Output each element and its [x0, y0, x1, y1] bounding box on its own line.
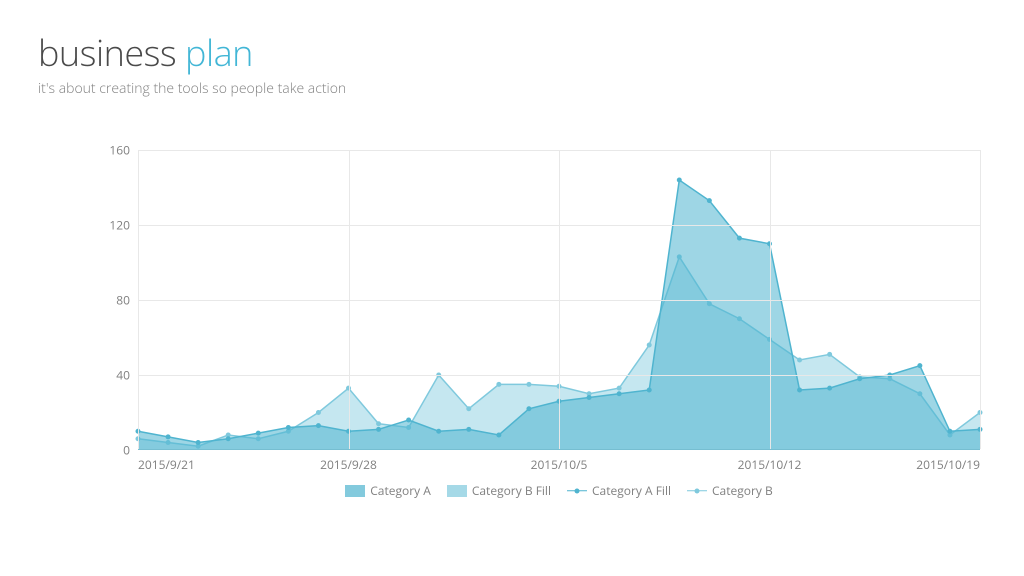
marker-a	[436, 429, 441, 434]
y-axis: 04080120160	[92, 150, 130, 490]
y-tick-label: 40	[92, 367, 130, 384]
legend-item: Category A Fill	[567, 482, 671, 499]
marker-b	[526, 382, 531, 387]
gridline-vertical	[559, 150, 560, 449]
marker-a	[196, 440, 201, 445]
y-tick-label: 120	[92, 217, 130, 234]
gridline-vertical	[980, 150, 981, 449]
plot-area	[138, 150, 980, 450]
marker-a	[466, 427, 471, 432]
area-chart: 04080120160 2015/9/212015/9/282015/10/52…	[100, 150, 980, 490]
marker-a	[797, 388, 802, 393]
x-tick-label: 2015/9/28	[320, 456, 377, 473]
legend-item: Category A	[345, 482, 431, 499]
marker-a	[707, 198, 712, 203]
title-part-1: business	[38, 28, 185, 77]
x-tick-label: 2015/9/21	[138, 456, 195, 473]
marker-a	[256, 431, 261, 436]
marker-b	[827, 352, 832, 357]
legend-item: Category B	[687, 482, 773, 499]
legend: Category A Category B Fill Category A Fill…	[138, 482, 980, 501]
marker-b	[316, 410, 321, 415]
marker-a	[647, 388, 652, 393]
marker-a	[737, 236, 742, 241]
legend-item: Category B Fill	[447, 482, 551, 499]
page-subtitle: it's about creating the tools so people …	[38, 79, 346, 98]
marker-b	[496, 382, 501, 387]
x-tick-label: 2015/10/19	[916, 456, 980, 473]
marker-a	[316, 423, 321, 428]
marker-a	[406, 418, 411, 423]
marker-a	[617, 391, 622, 396]
marker-a	[376, 427, 381, 432]
marker-b	[376, 421, 381, 426]
legend-label: Category B Fill	[472, 482, 551, 499]
marker-a	[917, 363, 922, 368]
page-title: business plan	[38, 28, 346, 77]
legend-swatch-line	[567, 485, 587, 497]
gridline-vertical	[349, 150, 350, 449]
x-tick-label: 2015/10/12	[738, 456, 802, 473]
legend-label: Category A	[370, 482, 431, 499]
legend-swatch-fill	[345, 485, 365, 497]
marker-b	[466, 406, 471, 411]
legend-label: Category B	[712, 482, 773, 499]
marker-b	[617, 386, 622, 391]
marker-a	[496, 433, 501, 438]
page-header: business plan it's about creating the to…	[38, 28, 346, 98]
marker-a	[857, 376, 862, 381]
marker-a	[526, 406, 531, 411]
legend-swatch-line	[687, 485, 707, 497]
marker-a	[827, 386, 832, 391]
title-part-2: plan	[185, 28, 253, 77]
marker-a	[166, 434, 171, 439]
marker-a	[286, 425, 291, 430]
marker-a	[677, 178, 682, 183]
y-tick-label: 0	[92, 442, 130, 459]
gridline-vertical	[770, 150, 771, 449]
marker-a	[587, 395, 592, 400]
marker-a	[947, 429, 952, 434]
y-tick-label: 160	[92, 142, 130, 159]
y-tick-label: 80	[92, 292, 130, 309]
marker-b	[797, 358, 802, 363]
marker-b	[647, 343, 652, 348]
legend-swatch-fill	[447, 485, 467, 497]
marker-a	[226, 436, 231, 441]
x-tick-label: 2015/10/5	[531, 456, 588, 473]
gridline-vertical	[138, 150, 139, 449]
legend-label: Category A Fill	[592, 482, 671, 499]
